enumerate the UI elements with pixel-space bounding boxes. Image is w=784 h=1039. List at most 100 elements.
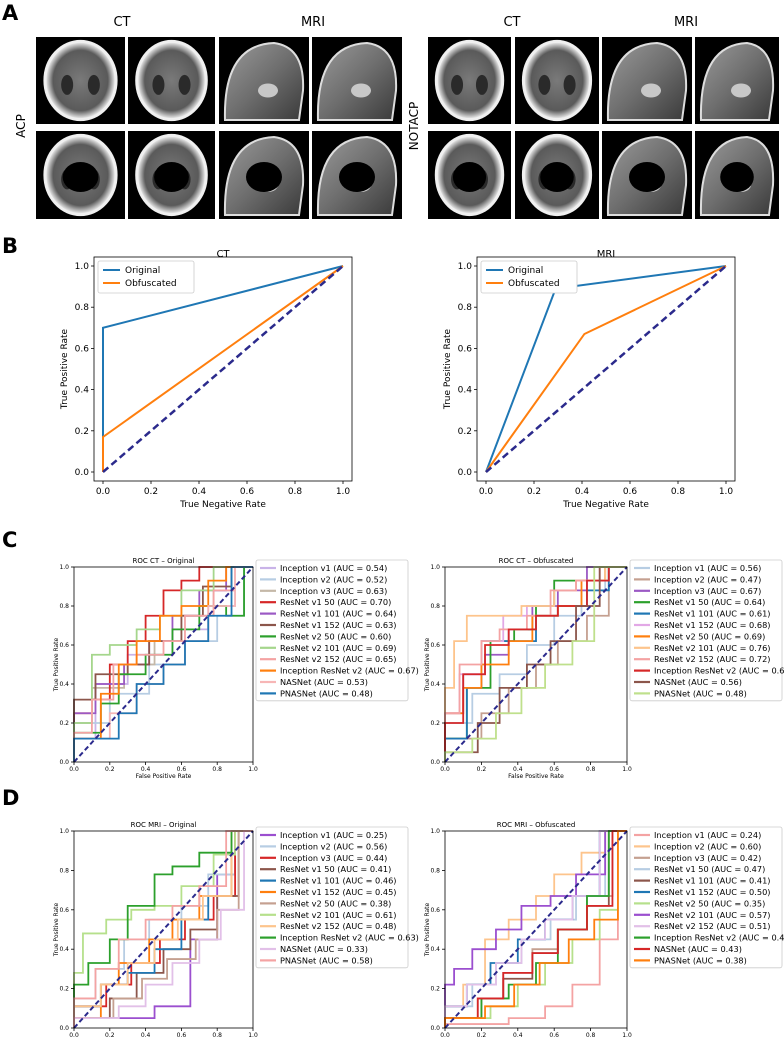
series-line: [444, 830, 627, 1028]
roc-chart-b-mri: MRI 0.0 0.0 0.2 0.2 0.4 0.4 0.6 0.6 0.8 0.8 1.0 1.0 T…: [443, 249, 736, 510]
x-tick-label: 0.8: [288, 487, 303, 497]
y-tick-label: 0.4: [59, 946, 69, 953]
x-tick-label: 0.2: [477, 766, 487, 773]
x-tick-label: 0.6: [177, 1032, 187, 1039]
legend-label: ResNet v1 152 (AUC = 0.68): [654, 620, 770, 630]
scan-thumbnail: [602, 131, 692, 219]
series-line: [444, 830, 627, 1028]
legend-label: NASNet (AUC = 0.56): [654, 677, 742, 687]
x-tick-label: 1.0: [719, 487, 734, 497]
legend-label: Inception v3 (AUC = 0.67): [654, 586, 761, 596]
y-tick-label: 0.8: [430, 867, 440, 874]
y-tick-label: 0.2: [75, 427, 89, 437]
scan-thumbnail: [695, 131, 779, 219]
roc-chart-d-obf: ROC MRI – Obfuscated 0.00.0 0.2 0.2 0.4 0.4 0.…: [424, 821, 784, 1039]
y-axis-label: True Positive Rate: [53, 637, 60, 692]
legend-label: ResNet v1 101 (AUC = 0.41): [654, 876, 770, 886]
x-tick-label: 0.6: [240, 487, 255, 497]
x-tick-label: 0.6: [177, 766, 187, 773]
y-tick-label: 0.2: [430, 720, 440, 727]
y-tick-label: 0.0: [430, 1025, 440, 1032]
y-tick-label: 0.8: [75, 303, 90, 313]
legend: Inception v1 (AUC = 0.54)Inception v2 (A…: [255, 559, 419, 702]
legend-label: NASNet (AUC = 0.43): [654, 944, 742, 954]
x-tick-label: 0.8: [212, 1032, 222, 1039]
series-line: [73, 830, 253, 1028]
notacp-mri-header: MRI: [674, 15, 698, 30]
x-tick-label: 0.4: [141, 766, 151, 773]
y-tick-label: 0.0: [458, 468, 473, 478]
x-tick-label: 0.2: [105, 766, 115, 773]
legend-label: ResNet v1 101 (AUC = 0.46): [280, 876, 396, 886]
legend-label: NASNet (AUC = 0.33): [280, 944, 368, 954]
notacp-ct-header: CT: [503, 15, 520, 30]
x-axis-label: True Negative Rate: [562, 500, 649, 510]
x-tick-label: 0.6: [549, 766, 559, 773]
legend-label: ResNet v2 101 (AUC = 0.69): [280, 643, 396, 653]
y-tick-label: 1.0: [59, 564, 69, 571]
y-axis-label: True Positive Rate: [53, 902, 60, 957]
acp-ct-header: CT: [113, 15, 130, 30]
y-tick-label: 1.0: [59, 828, 69, 835]
legend: Original Obfuscated: [97, 260, 195, 294]
panel-letter-b: B: [2, 234, 18, 258]
legend-label: ResNet v2 50 (AUC = 0.60): [280, 631, 391, 641]
chart-title: MRI: [597, 249, 616, 260]
legend-label: Inception ResNet v2 (AUC = 0.67): [280, 666, 419, 676]
y-tick-label: 0.4: [75, 386, 90, 396]
x-tick-label: 1.0: [248, 766, 258, 773]
scan-thumbnail: [602, 37, 692, 124]
legend-label: ResNet v1 101 (AUC = 0.61): [654, 609, 770, 619]
x-tick-label: 0.2: [477, 1032, 487, 1039]
series-line: [73, 566, 253, 762]
scan-thumbnail: [219, 37, 309, 124]
y-axis-label: True Positive Rate: [60, 328, 70, 410]
legend-label: Obfuscated: [508, 279, 560, 289]
scan-thumbnail: [36, 37, 125, 124]
legend-label: ResNet v2 50 (AUC = 0.38): [280, 898, 391, 908]
y-tick-label: 0.4: [430, 681, 440, 688]
roc-chart-c-orig: ROC CT – Original 0.00.0 0.2 0.2 0.4 0.4 0.6 0.…: [53, 557, 419, 780]
series-line: [485, 265, 727, 473]
axes-frame: [93, 256, 353, 482]
x-tick-label: 0.0: [96, 487, 111, 497]
chance-diagonal: [73, 566, 254, 763]
legend: Inception v1 (AUC = 0.25)Inception v2 (A…: [255, 826, 419, 969]
legend-label: Inception ResNet v2 (AUC = 0.63): [280, 933, 419, 943]
chance-diagonal: [444, 830, 628, 1029]
series-line: [444, 830, 627, 1028]
chance-diagonal: [444, 566, 628, 763]
scan-thumbnail: [128, 37, 215, 124]
x-tick-label: 0.6: [623, 487, 638, 497]
y-tick-label: 0.0: [75, 468, 90, 478]
y-tick-label: 0.4: [458, 386, 473, 396]
legend-label: ResNet v1 50 (AUC = 0.41): [280, 864, 391, 874]
legend-label: Original: [508, 266, 543, 276]
scan-thumbnail: [312, 131, 402, 219]
legend-label: ResNet v2 101 (AUC = 0.57): [654, 910, 770, 920]
y-tick-label: 0.2: [59, 986, 69, 993]
y-tick-label: 1.0: [75, 262, 90, 272]
x-tick-label: 0.4: [513, 766, 523, 773]
series-line: [444, 566, 627, 762]
series-line: [444, 830, 627, 1028]
legend-label: ResNet v1 152 (AUC = 0.50): [654, 887, 770, 897]
legend-label: ResNet v1 50 (AUC = 0.70): [280, 597, 391, 607]
legend-label: PNASNet (AUC = 0.48): [654, 688, 747, 698]
x-tick-label: 0.4: [513, 1032, 523, 1039]
y-tick-label: 0.2: [458, 427, 472, 437]
legend-label: ResNet v1 50 (AUC = 0.47): [654, 864, 765, 874]
legend-label: ResNet v2 101 (AUC = 0.76): [654, 643, 770, 653]
y-tick-label: 0.0: [59, 759, 69, 766]
legend-label: ResNet v2 152 (AUC = 0.48): [280, 921, 396, 931]
legend-label: Inception v1 (AUC = 0.25): [280, 830, 387, 840]
legend-label: PNASNet (AUC = 0.58): [280, 955, 373, 965]
axes-frame: [73, 566, 254, 763]
roc-chart-b-ct: CT 0.0 0.0 0.2 0.2 0.4 0.4 0.6 0.6 0.8 0.8 1.0 1.0 Tr…: [60, 249, 353, 510]
legend-label: Original: [125, 266, 160, 276]
legend-label: Inception v2 (AUC = 0.60): [654, 841, 761, 851]
scan-thumbnail: [312, 37, 402, 124]
y-tick-label: 0.8: [458, 303, 473, 313]
scan-thumbnail: [695, 37, 779, 124]
y-tick-label: 0.8: [430, 603, 440, 610]
